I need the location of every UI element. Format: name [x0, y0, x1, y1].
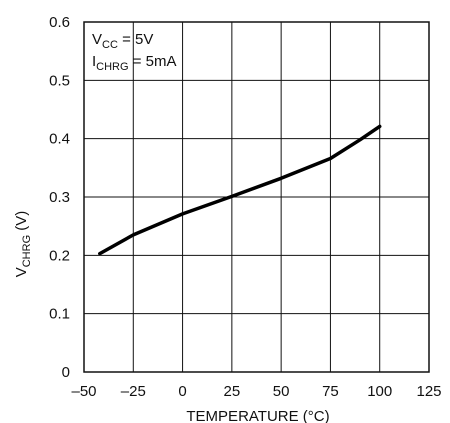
x-tick-label: 50: [273, 383, 290, 400]
x-tick-label: –25: [121, 383, 146, 400]
plot-frame: [83, 21, 430, 373]
y-tick-label: 0.5: [49, 72, 70, 89]
x-tick-label: 0: [178, 383, 186, 400]
y-tick-label: 0.4: [49, 131, 70, 148]
x-tick-label: 25: [224, 383, 241, 400]
y-tick-label: 0.2: [49, 247, 70, 264]
annotation-line: ICHRG = 5mA: [92, 53, 177, 73]
y-tick-label: 0.3: [49, 189, 70, 206]
y-tick-label: 0.6: [49, 14, 70, 31]
x-tick-label: 75: [322, 383, 339, 400]
y-tick-label: 0: [62, 364, 70, 381]
annotation-line: VCC = 5V: [92, 31, 153, 51]
y-tick-labels: 0 0.1 0.2 0.3 0.4 0.5 0.6: [49, 14, 70, 381]
x-tick-labels: –50 –25 0 25 50 75 100 125: [71, 383, 441, 400]
x-tick-label: 100: [367, 383, 392, 400]
series-line: [98, 124, 382, 256]
y-axis-label: VCHRG (V): [13, 211, 33, 278]
grid-lines: [83, 21, 430, 373]
x-tick-label: –50: [71, 383, 96, 400]
y-tick-label: 0.1: [49, 306, 70, 323]
x-tick-label: 125: [416, 383, 441, 400]
x-axis-label: TEMPERATURE (°C): [186, 408, 329, 423]
